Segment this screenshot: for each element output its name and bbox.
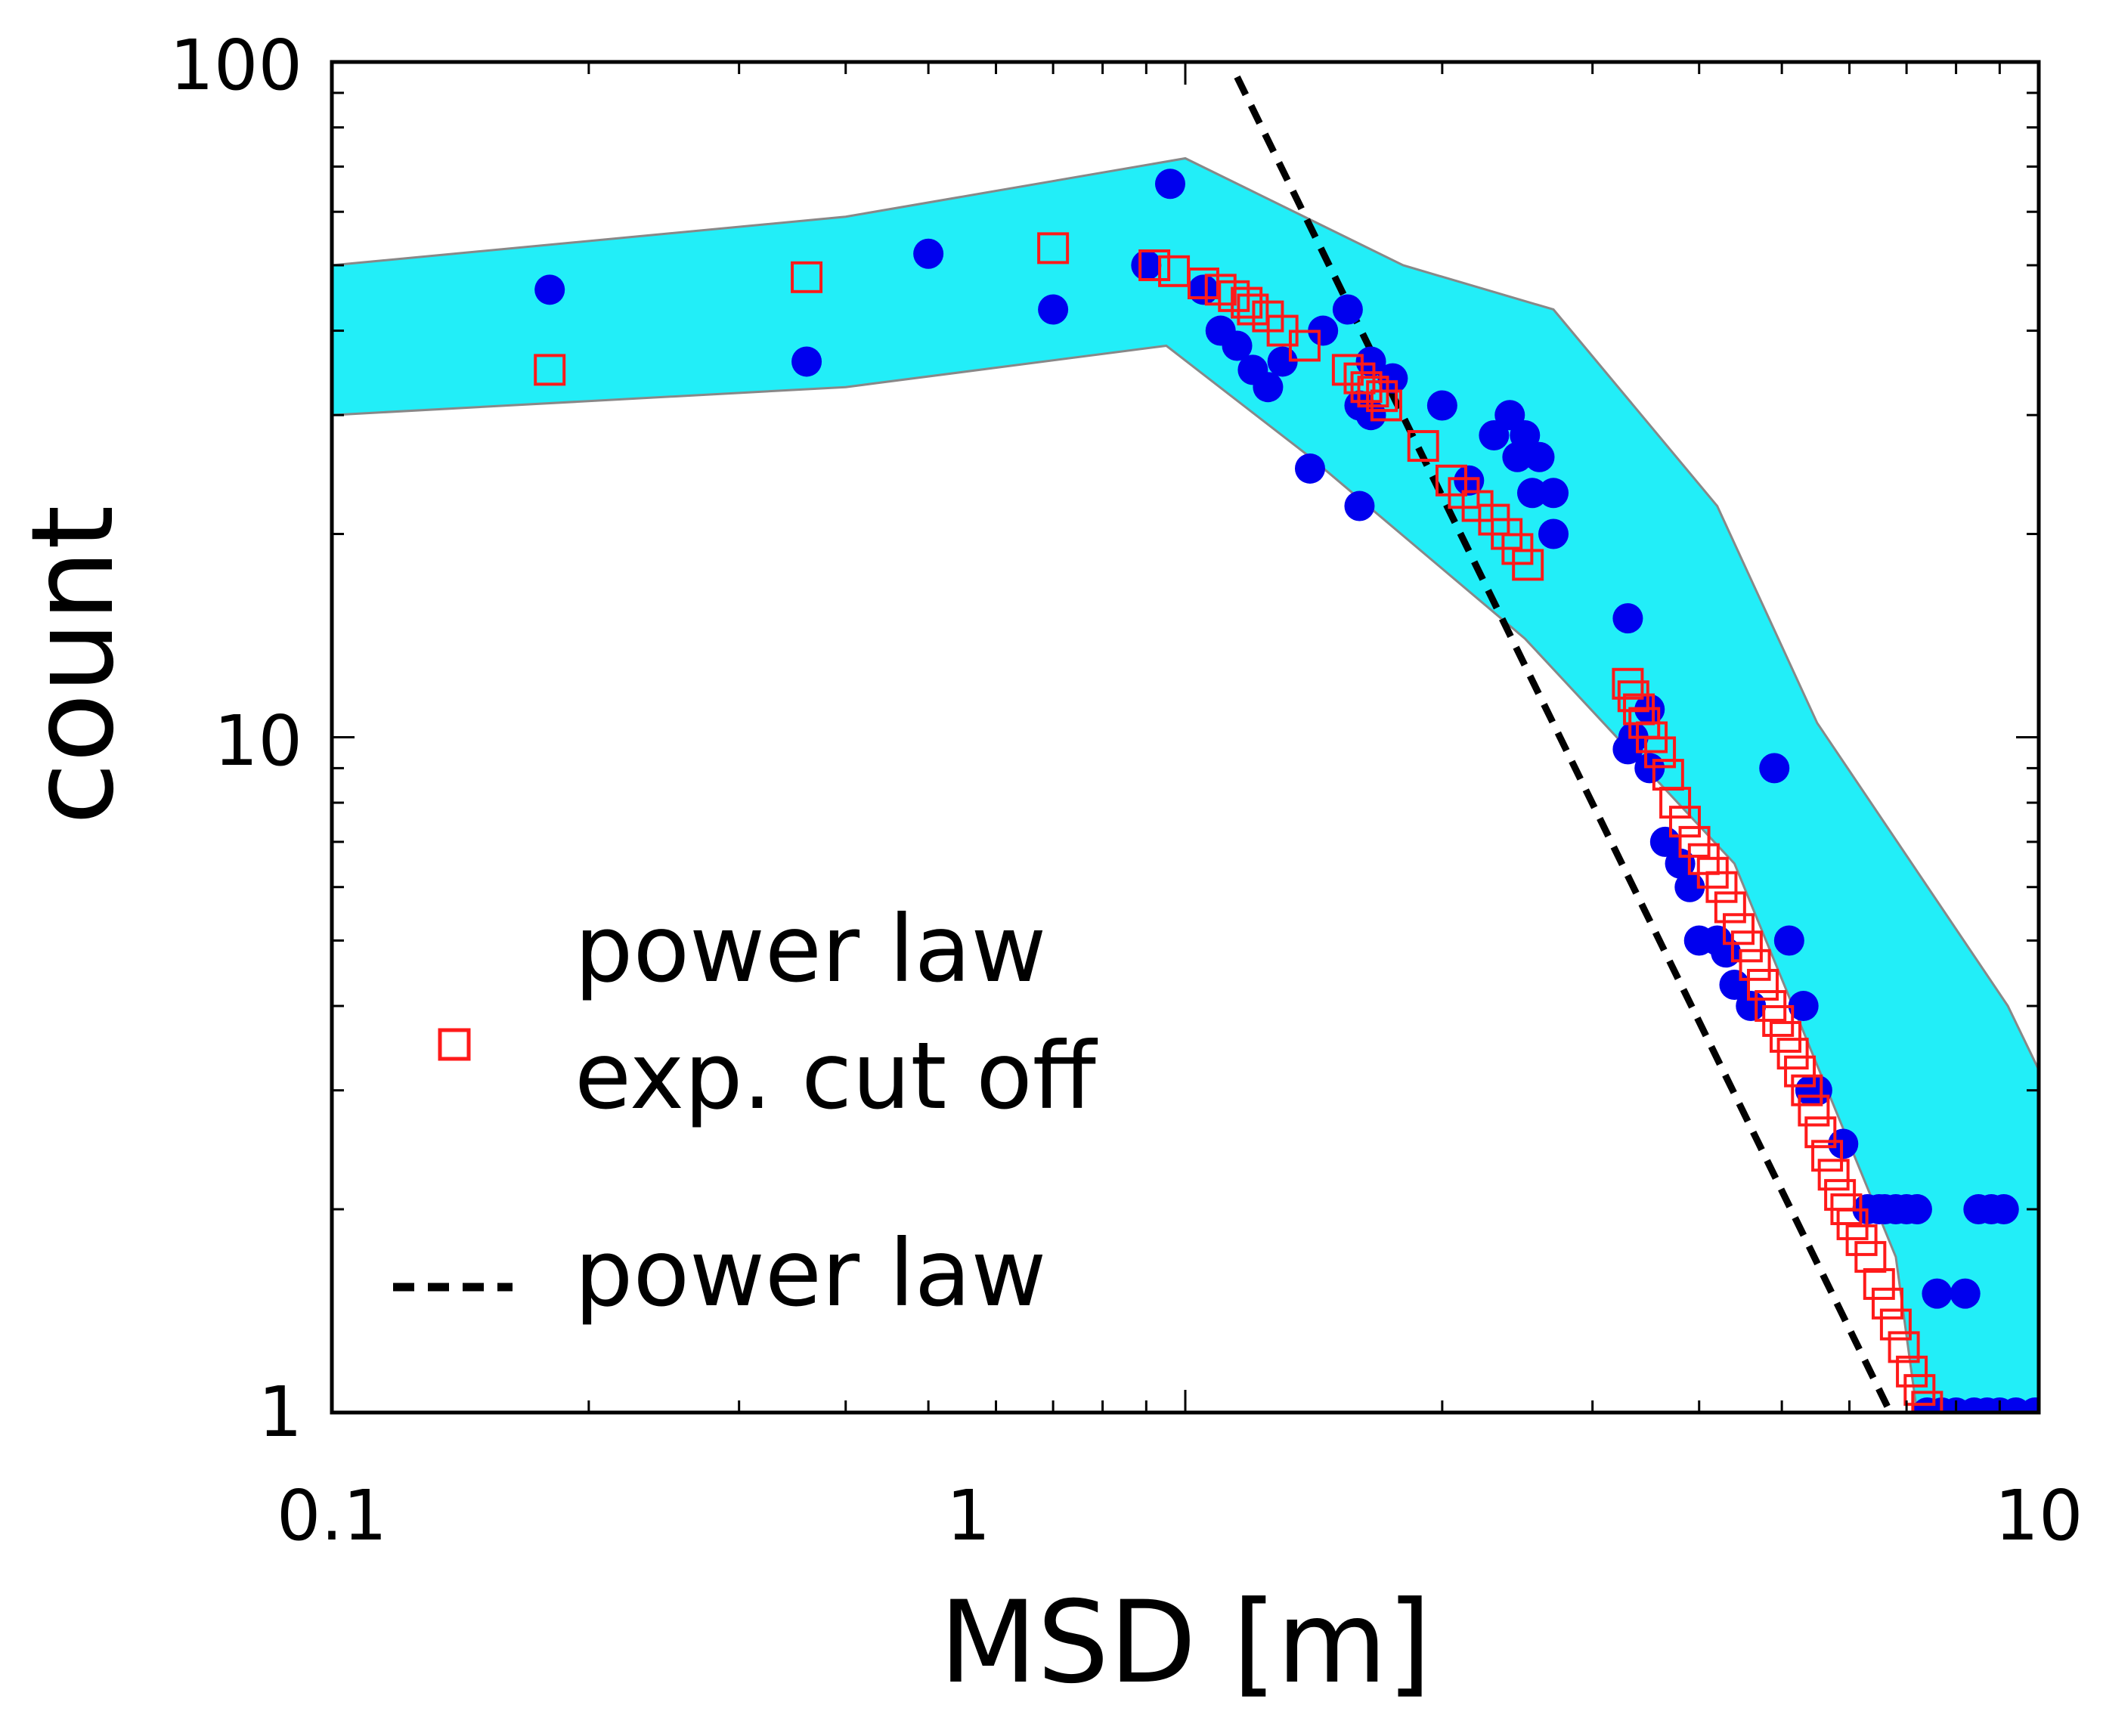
power-law-point <box>1426 390 1457 421</box>
power-law-point <box>1922 1278 1953 1309</box>
power-law-point <box>1131 249 1162 280</box>
power-law-point <box>1538 478 1569 509</box>
legend-label-exp-cut-off: exp. cut off <box>575 1023 1098 1130</box>
power-law-point <box>1788 991 1819 1022</box>
power-law-point <box>1524 441 1555 472</box>
y-tick-label-1: 1 <box>258 1372 302 1453</box>
power-law-point <box>1454 465 1485 496</box>
exp-cutoff-point <box>1370 389 1402 422</box>
exp-cutoff-point <box>1804 1116 1837 1149</box>
power-law-point <box>1154 169 1185 200</box>
power-law-point <box>1344 490 1375 521</box>
exp-cutoff-point <box>1888 1331 1920 1363</box>
power-law-point <box>1759 753 1790 784</box>
envelope-band <box>332 156 2039 1413</box>
exp-cutoff-point <box>791 261 823 293</box>
exp-cutoff-point <box>1863 1267 1895 1300</box>
exp-cutoff-point <box>1037 232 1070 265</box>
power-law-point <box>1332 294 1363 325</box>
power-law-line-layer <box>1234 75 1894 1413</box>
power-law-point <box>1188 274 1219 305</box>
exp-cutoff-point <box>1798 1094 1830 1127</box>
exp-cutoff-point <box>1331 354 1364 386</box>
power-law-point <box>1612 603 1643 634</box>
x-tick-label-0.1: 0.1 <box>277 1475 387 1556</box>
exp-cutoff-point <box>1366 380 1398 413</box>
y-tick-labels: 1 10 100 <box>169 25 302 1453</box>
legend-label-power-law-points: power law <box>575 896 1046 1003</box>
power-law-point <box>1988 1194 2019 1225</box>
exp-cutoff-point <box>1668 806 1701 838</box>
legend-square-marker <box>438 1028 471 1061</box>
power-law-point <box>1773 925 1804 956</box>
exp-cutoff-point <box>1435 464 1467 497</box>
exp-cutoff-point <box>1714 891 1746 924</box>
x-axis-title: MSD [m] <box>940 1577 1432 1709</box>
x-tick-label-10: 10 <box>1994 1475 2083 1556</box>
exp-cutoff-point <box>1911 1391 1943 1413</box>
exp-cutoff-point <box>1811 1140 1844 1172</box>
legend-label-power-law-line: power law <box>575 1220 1046 1327</box>
power-law-point <box>1612 734 1643 765</box>
power-law-point <box>1828 1128 1859 1159</box>
power-law-point <box>1950 1278 1981 1309</box>
exp-cutoff-point <box>1776 1038 1809 1070</box>
power-law-point <box>1222 330 1253 361</box>
envelope-band-layer <box>332 156 2039 1413</box>
exp-cutoff-point <box>1138 249 1171 281</box>
exp-cutoff-point <box>1659 787 1692 819</box>
exp-cutoff-point <box>1845 1224 1878 1256</box>
power-law-point <box>1736 991 1767 1022</box>
exp-cutoff-point <box>1722 913 1755 945</box>
exp-cutoff-point <box>1678 825 1711 858</box>
power-law-point <box>1308 315 1339 346</box>
exp-cutoff-point <box>1730 930 1763 963</box>
exp-cutoff-point <box>1854 1241 1887 1273</box>
axis-ticks <box>332 62 2039 1413</box>
exp-cutoff-point <box>1746 968 1779 1001</box>
power-law-point <box>1038 294 1069 325</box>
exp-cutoff-point <box>1512 549 1544 581</box>
power-law-point <box>1649 826 1680 857</box>
exp-cutoff-point <box>1784 1055 1817 1088</box>
exp-cutoff-point <box>1739 948 1771 981</box>
power-law-point <box>1510 419 1541 450</box>
y-tick-label-10: 10 <box>214 701 302 781</box>
y-axis-title: count <box>8 505 139 825</box>
power-law-point <box>1294 453 1325 484</box>
exp-cutoff-point <box>1770 1020 1802 1053</box>
exp-cutoff-point <box>1879 1308 1912 1341</box>
exp-cutoff-point <box>1705 871 1738 903</box>
exp-cutoff-point <box>534 354 566 386</box>
exp-cutoff-point <box>1288 330 1321 362</box>
power-law-point <box>1801 1075 1832 1106</box>
power-law-point <box>1538 518 1569 549</box>
power-law-point <box>1901 1194 1932 1225</box>
exp-cutoff-point <box>1791 1074 1823 1106</box>
exp-cutoff-point <box>1817 1159 1850 1191</box>
power-law-point <box>2020 1397 2039 1413</box>
y-tick-label-100: 100 <box>169 25 302 106</box>
exp-cutoff-point <box>1903 1374 1936 1406</box>
power-law-fit-line <box>1234 75 1894 1413</box>
power-law-point <box>1377 363 1408 394</box>
x-tick-labels: 0.1 1 10 <box>277 1475 2083 1556</box>
exp-cutoff-point <box>1407 430 1439 463</box>
power-law-point <box>913 238 944 269</box>
exp-cutoff-points-layer <box>534 232 1943 1413</box>
exp-cutoff-point <box>1871 1287 1903 1320</box>
power-law-point <box>1253 372 1284 403</box>
exp-cutoff-point <box>1612 667 1644 700</box>
exp-cutoff-point <box>1644 736 1677 769</box>
power-law-point <box>534 274 565 305</box>
power-law-point <box>1516 478 1547 509</box>
exp-cutoff-point <box>1187 267 1219 299</box>
power-law-point <box>791 346 822 377</box>
x-tick-label-1: 1 <box>946 1475 991 1556</box>
legend: power law exp. cut off power law <box>393 896 1098 1327</box>
exp-cutoff-point <box>1896 1355 1928 1388</box>
